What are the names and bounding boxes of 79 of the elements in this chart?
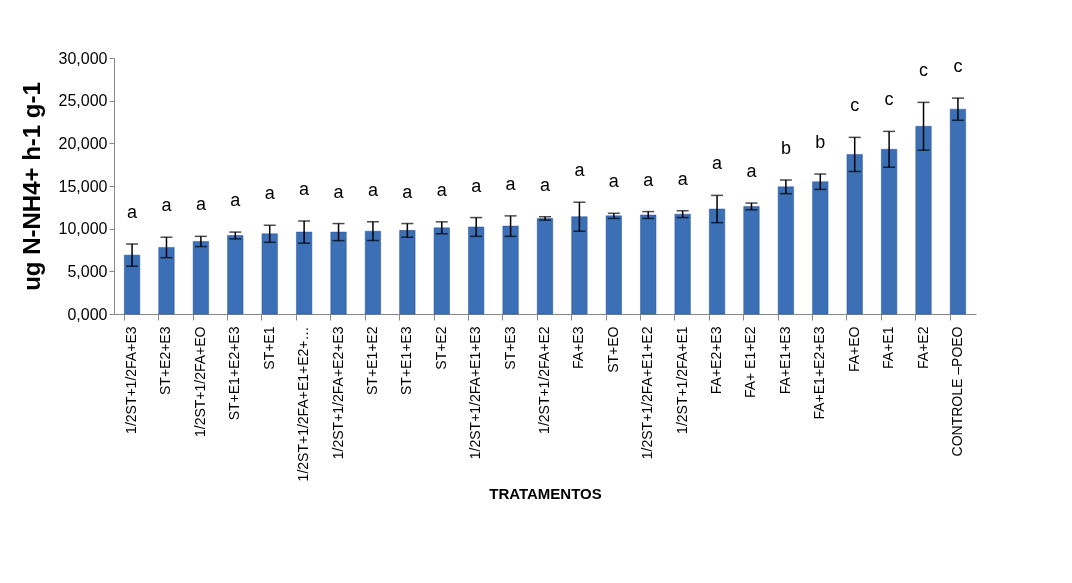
x-tick-label: CONTROLE –POEO <box>948 326 965 457</box>
annotation: a <box>471 175 483 196</box>
annotation: a <box>574 160 586 181</box>
x-tick-label: 1/2ST+1/2FA+E2+E3 <box>329 326 346 460</box>
bar <box>949 108 966 315</box>
x-tick-label: ST+E2+E3 <box>157 326 174 395</box>
annotation: a <box>161 195 173 216</box>
bar <box>777 186 794 315</box>
x-axis-title: TRATAMENTOS <box>489 485 602 503</box>
x-tick-label: FA+E2 <box>914 326 931 369</box>
x-tick-label: ST+EO <box>604 326 621 373</box>
y-axis-title: ug N-NH4+ h-1 g-1 <box>17 82 45 291</box>
bar <box>296 231 313 315</box>
x-tick-label: FA+EO <box>845 326 862 373</box>
y-tick-label: 5,000 <box>67 262 108 280</box>
x-tick-label: 1/2ST+1/2FA+EO <box>191 326 208 438</box>
annotation: a <box>539 174 551 195</box>
y-tick-label: 25,000 <box>58 92 108 110</box>
x-tick-label: FA+E1+E3 <box>776 326 793 395</box>
annotation: a <box>264 183 276 204</box>
annotation: a <box>505 173 517 194</box>
y-tick-label: 0,000 <box>67 305 108 323</box>
bar <box>192 241 209 315</box>
bar <box>364 230 381 315</box>
y-tick-label: 30,000 <box>58 49 108 67</box>
bar <box>124 254 141 315</box>
annotation: a <box>746 161 758 182</box>
annotation: c <box>884 89 894 110</box>
bar <box>709 208 726 315</box>
y-tick-label: 10,000 <box>58 220 108 238</box>
x-tick-label: 1/2ST+1/2FA+E1+E3 <box>467 326 484 460</box>
annotation: c <box>850 95 860 116</box>
annotation: a <box>127 202 139 223</box>
bar <box>846 154 863 315</box>
annotation: c <box>919 60 929 81</box>
x-tick-label: 1/2ST+1/2FA+E1+E2 <box>639 326 656 460</box>
x-tick-label: ST+E1 <box>260 326 277 370</box>
y-tick-label: 20,000 <box>58 134 108 152</box>
annotation: b <box>780 138 791 159</box>
bar <box>261 233 278 315</box>
x-tick-label: ST+E2 <box>432 326 449 370</box>
bar <box>812 181 829 315</box>
x-tick-label: FA+E3 <box>570 326 587 369</box>
x-tick-label: 1/2ST+1/2FA+E1 <box>673 326 690 434</box>
annotation: a <box>402 181 414 202</box>
bar <box>571 216 588 315</box>
annotation: a <box>230 190 242 211</box>
annotation: a <box>333 181 345 202</box>
bar <box>399 230 416 315</box>
annotation: a <box>712 153 724 174</box>
x-tick-label: FA+E1+E2+E3 <box>811 326 828 420</box>
bar <box>881 149 898 315</box>
bar <box>158 247 175 315</box>
x-tick-label: 1/2ST+1/2FA+E1+E2+… <box>295 326 312 482</box>
bar <box>537 218 553 315</box>
bar <box>915 126 932 315</box>
x-tick-label: FA+ E1+E2 <box>742 326 759 399</box>
bar <box>502 225 519 315</box>
x-tick-label: FA+E2+E3 <box>708 326 725 395</box>
bar <box>330 231 347 315</box>
annotation: a <box>677 168 689 189</box>
bar <box>468 226 485 315</box>
annotation: a <box>643 169 655 190</box>
x-tick-label: 1/2ST+1/2FA+E3 <box>123 326 140 434</box>
y-tick-label: 15,000 <box>58 177 108 195</box>
x-tick-label: ST+E3 <box>501 326 518 370</box>
bar <box>433 227 450 315</box>
x-tick-label: 1/2ST+1/2FA+E2 <box>536 326 552 434</box>
x-tick-label: ST+E1+E3 <box>398 326 415 395</box>
x-tick-label: ST+E1+E2 <box>363 326 380 395</box>
annotation: a <box>608 171 620 192</box>
annotation: c <box>953 56 963 77</box>
annotation: a <box>436 179 448 200</box>
annotation: a <box>367 179 379 200</box>
x-tick-label: ST+E1+E2+E3 <box>226 326 243 421</box>
x-tick-label: FA+E1 <box>880 326 897 369</box>
annotation: b <box>815 132 826 153</box>
annotation: a <box>195 194 207 215</box>
annotation: a <box>299 178 311 199</box>
